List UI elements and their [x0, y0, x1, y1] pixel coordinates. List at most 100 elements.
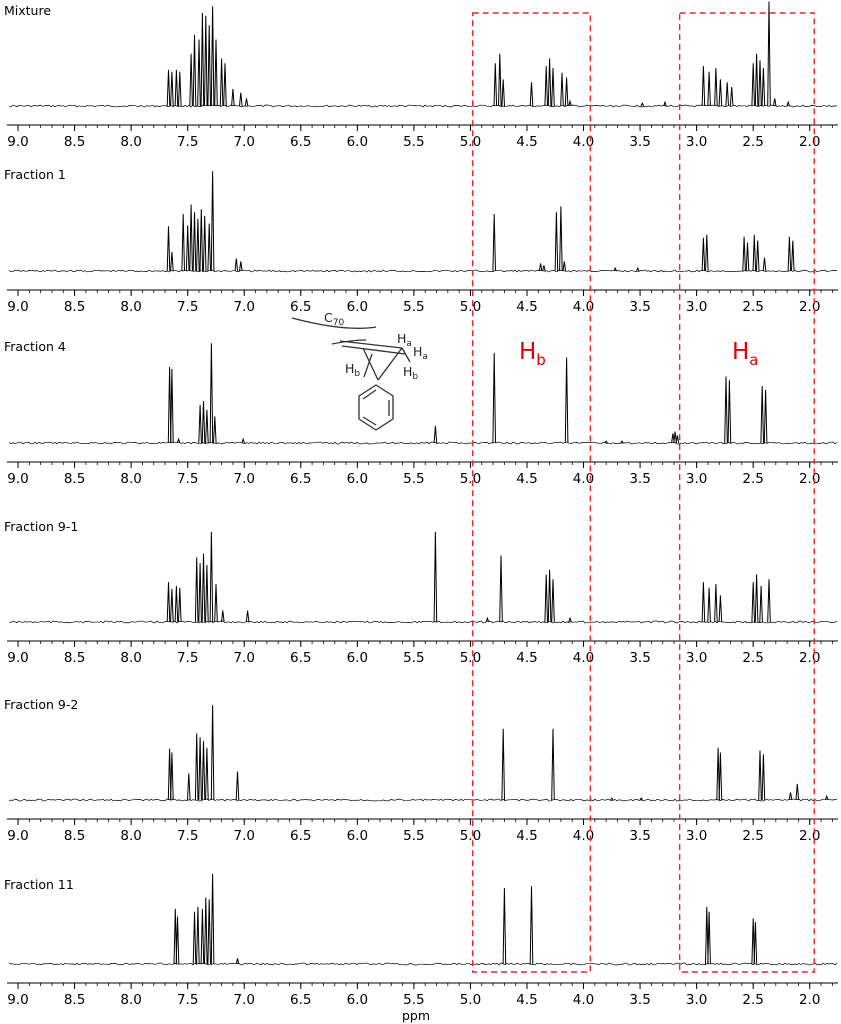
c70-arc — [291, 317, 377, 329]
spectrum-peak — [701, 66, 706, 107]
ha-top-label: Ha — [397, 331, 412, 349]
spectrum-peak — [562, 261, 567, 272]
spectrum-peak — [564, 77, 569, 107]
series-label: Mixture — [4, 3, 51, 18]
spectrum-peak — [202, 215, 207, 272]
spectrum-peak — [620, 440, 624, 444]
molecule-structure: C70 Ha Ha Hb Hb — [291, 310, 428, 431]
spectrum-peak — [753, 922, 758, 965]
spectrum-peak — [725, 82, 729, 107]
x-tick-label: 3.0 — [686, 299, 707, 315]
highlight-region-box — [471, 12, 592, 973]
x-tick-label: 8.0 — [120, 992, 141, 1008]
x-tick-label: 6.5 — [290, 471, 311, 487]
spectrum-peak — [166, 226, 171, 272]
x-tick-label: 4.0 — [573, 299, 594, 315]
spectrum-peak — [170, 752, 174, 801]
spectrum-peak — [824, 794, 829, 801]
spectrum-peak — [209, 343, 214, 444]
x-tick-label: 4.0 — [573, 992, 594, 1008]
x-tick-label: 8.5 — [64, 650, 85, 666]
spectrum-peak — [791, 240, 795, 272]
spectrum-peak — [201, 741, 206, 801]
spectrum-peak — [501, 728, 505, 801]
spectrum-peak — [244, 98, 249, 107]
spectrum-peak — [192, 212, 197, 272]
spectrum-peak — [205, 747, 209, 801]
x-tick-label: 2.0 — [799, 828, 820, 844]
x-tick-label: 5.5 — [403, 650, 424, 666]
x-tick-label: 8.5 — [64, 299, 85, 315]
spectrum-peak — [640, 102, 645, 107]
spectrum-peak — [727, 380, 732, 444]
spectrum-peak — [201, 401, 206, 444]
x-tick-label: 5.5 — [403, 471, 424, 487]
spectrum-peak — [551, 67, 555, 107]
spectrum-peak — [787, 236, 792, 272]
x-tick-label: 3.0 — [686, 134, 707, 150]
spectrum-peak — [235, 771, 240, 801]
x-tick-label: 9.0 — [7, 828, 28, 844]
x-tick-label: 7.0 — [233, 299, 254, 315]
spectrum-peak — [175, 916, 180, 965]
spectrum-peak — [663, 100, 667, 107]
spectrum-peak — [221, 610, 225, 623]
x-tick-label: 4.0 — [573, 471, 594, 487]
ha-right-label: Ha — [413, 344, 428, 362]
hb-left-label: Hb — [345, 361, 360, 379]
bond — [341, 345, 406, 355]
spectrum-peak — [761, 67, 766, 107]
spectrum-peak — [551, 728, 555, 801]
spectrum-peak — [170, 588, 174, 623]
spectrum-peak — [235, 958, 240, 965]
x-tick-label: 6.5 — [290, 650, 311, 666]
x-tick-label: 2.0 — [799, 299, 820, 315]
benzene-ring — [358, 384, 394, 431]
spectrum-peak — [189, 204, 193, 272]
spectrum-peak — [241, 437, 245, 444]
spectrum-peak — [223, 63, 227, 107]
spectrum-peak — [751, 63, 755, 107]
spectrum-peak — [544, 574, 548, 623]
x-tick-label: 6.0 — [347, 992, 368, 1008]
benzene-inner-bond — [362, 416, 377, 426]
hb-right-label: Hb — [403, 364, 418, 382]
x-tick-label: 4.5 — [516, 828, 537, 844]
x-tick-label: 2.0 — [799, 650, 820, 666]
x-tick-label: 8.5 — [64, 992, 85, 1008]
x-tick-label: 7.0 — [233, 828, 254, 844]
spectrum-peak — [210, 6, 215, 107]
spectra-panels: Mixture 9.0 8.5 8.0 7.5 7.0 6.5 6.0 5.5 5.0 4.5 4.0… — [4, 1, 838, 1008]
x-tick-label: 6.0 — [347, 134, 368, 150]
spectrum-peak — [767, 1, 771, 107]
spectrum-peak — [492, 213, 496, 272]
spectrum-peak — [185, 225, 190, 272]
x-tick-label: 8.0 — [120, 471, 141, 487]
spectrum-peak — [568, 616, 572, 623]
spectrum-peak — [166, 69, 171, 107]
spectrum-baseline — [9, 104, 838, 108]
spectrum-peak — [166, 582, 171, 623]
x-tick-label: 7.5 — [177, 828, 198, 844]
spectrum-peak — [189, 53, 193, 107]
x-tick-label: 7.5 — [177, 471, 198, 487]
spectrum-peak — [751, 582, 755, 623]
spectrum-peak — [544, 66, 548, 107]
x-tick-label: 6.0 — [347, 650, 368, 666]
x-tick-label: 8.0 — [120, 134, 141, 150]
spectrum-peak — [714, 67, 718, 107]
spectrum-peak — [547, 569, 552, 623]
bond — [363, 353, 373, 378]
spectrum-peak — [754, 53, 759, 107]
spectrum-peak — [758, 60, 762, 107]
spectrum-peak — [636, 266, 640, 272]
spectrum-peak — [485, 616, 490, 623]
spectrum-peak — [707, 911, 711, 965]
x-tick-label: 7.5 — [177, 992, 198, 1008]
spectrum-peak — [173, 908, 178, 965]
highlight-regions — [471, 12, 815, 973]
spectrum-peak — [210, 873, 215, 965]
spectrum-peak — [214, 39, 218, 107]
spectrum-peak — [554, 212, 559, 272]
spectrum-panel: Fraction 4 9.0 8.5 8.0 7.5 7.0 6.5 6.0 5.5 5.0 4.5… — [4, 339, 838, 487]
